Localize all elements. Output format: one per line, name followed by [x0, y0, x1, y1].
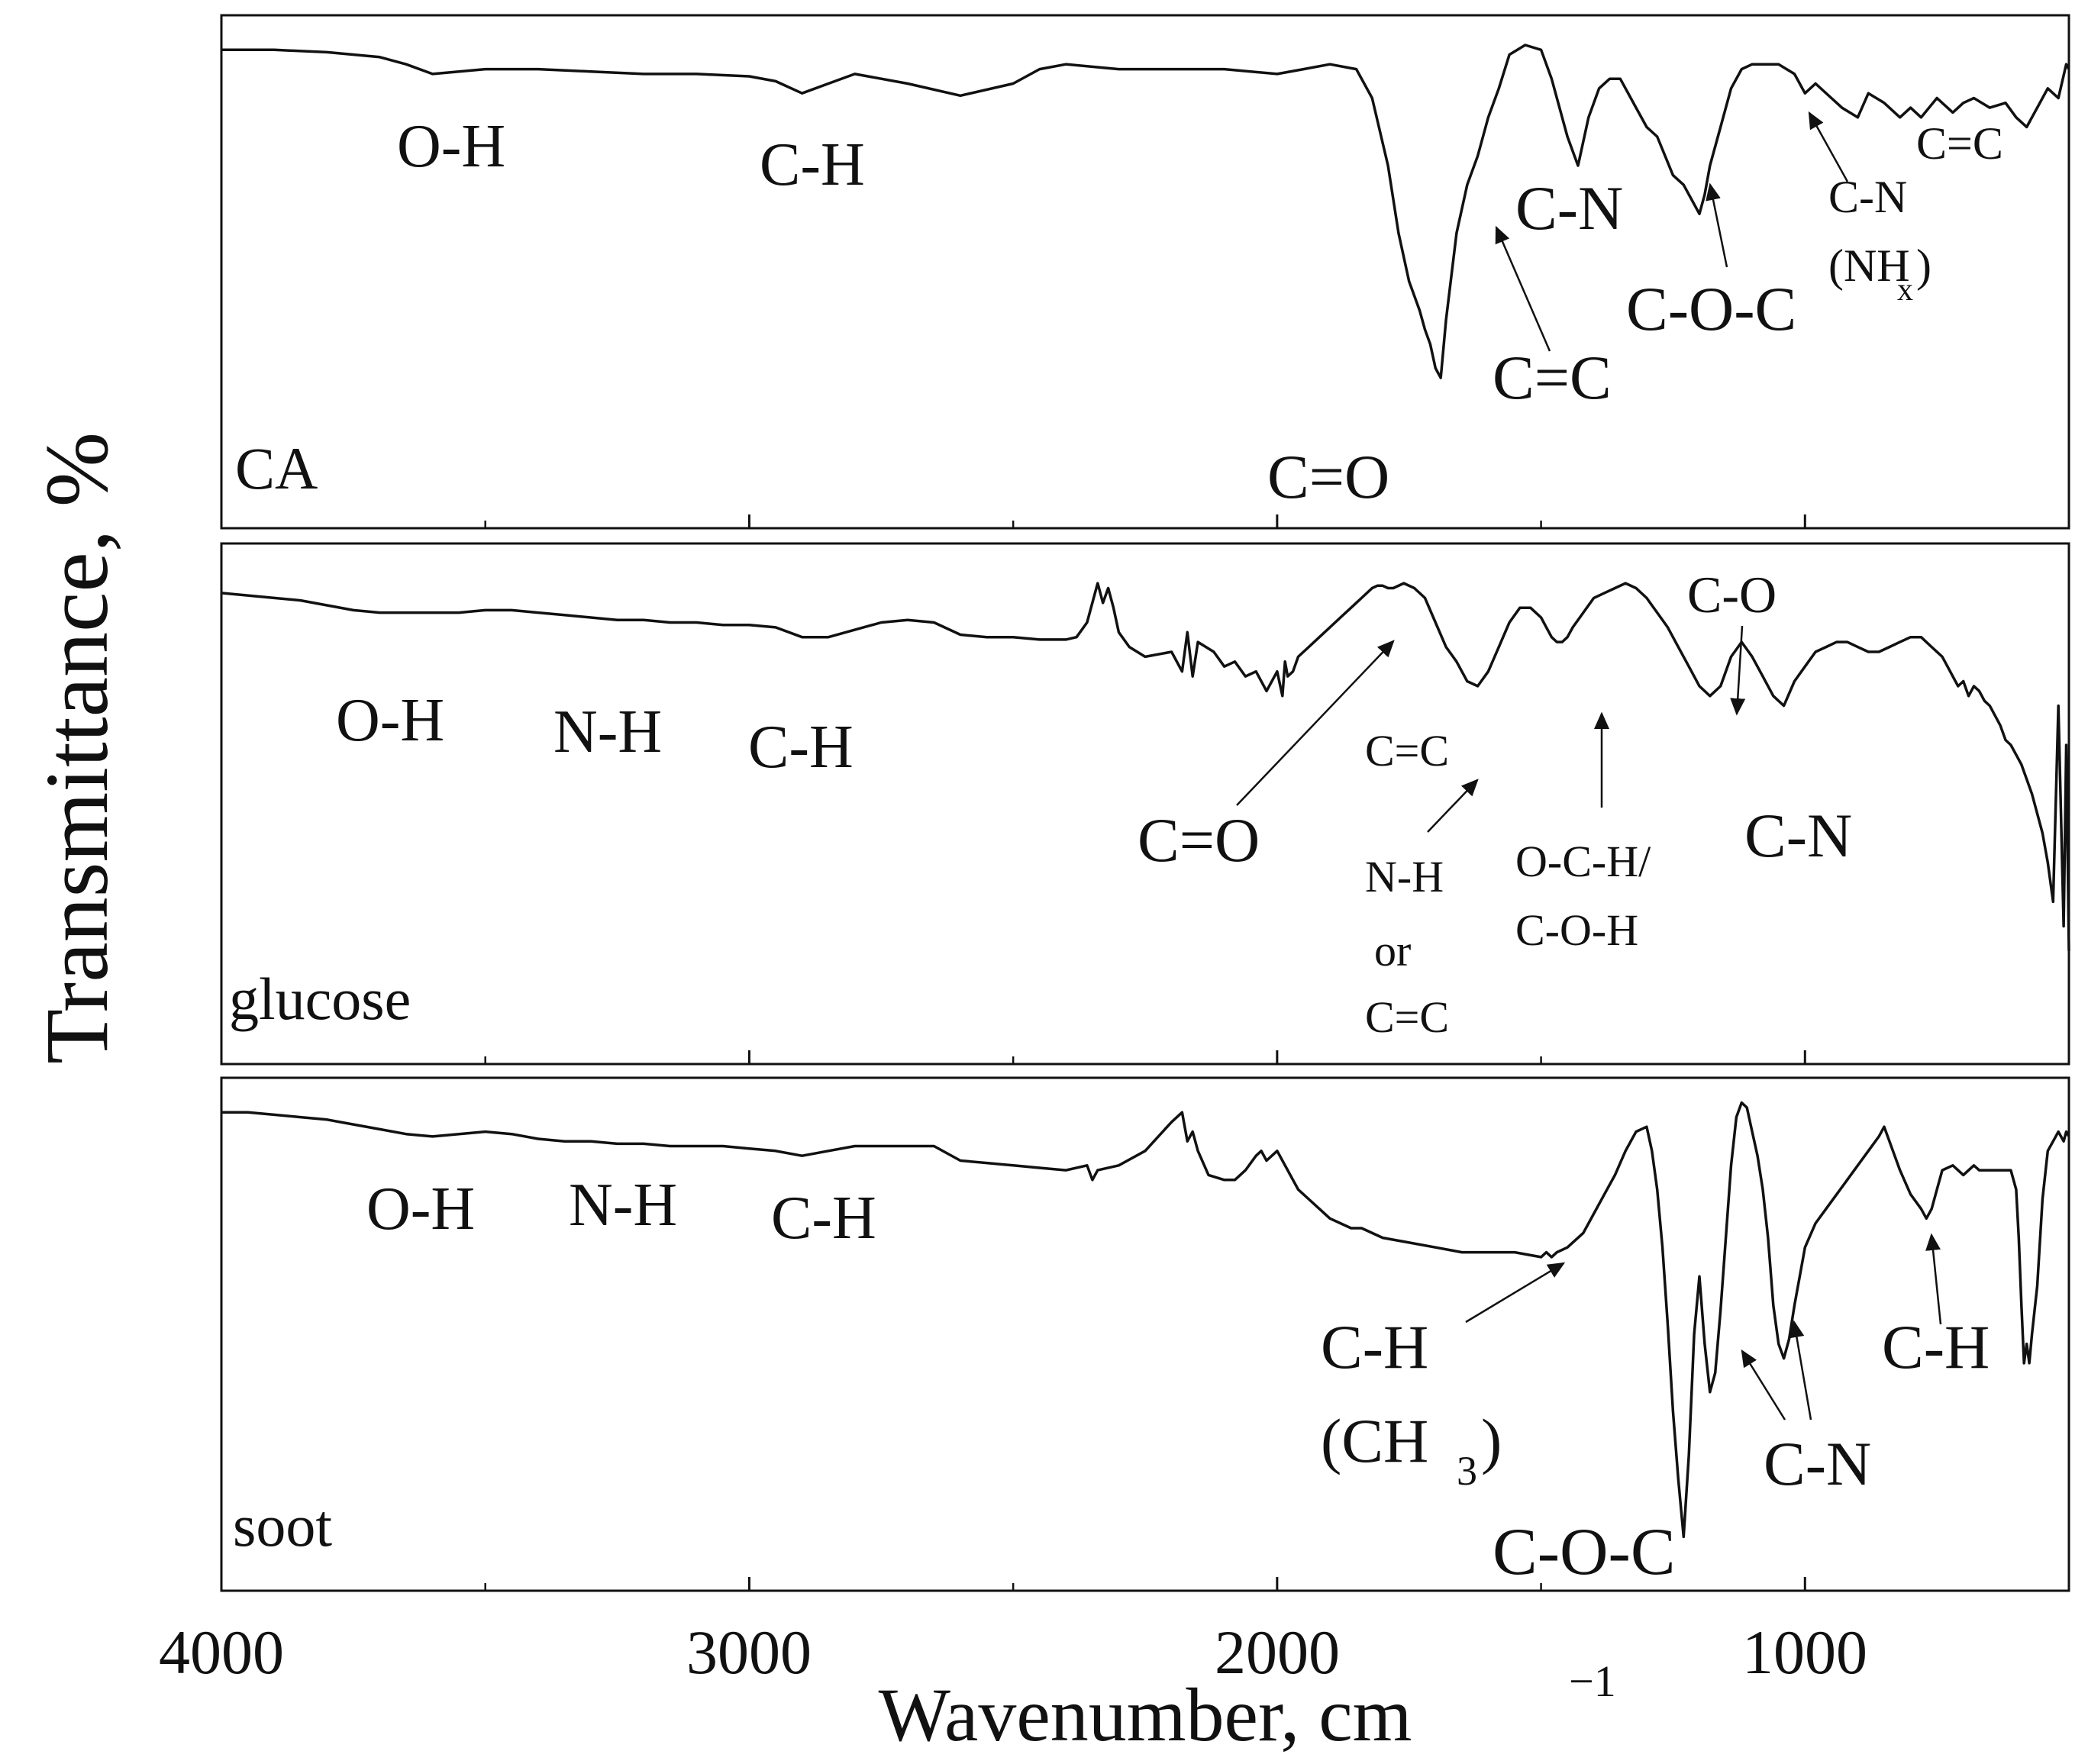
annotation-label: C-H	[760, 131, 865, 198]
annotations-soot: O-H N-H C-H C-H (CH 3 ) C-O-C C-N C-H	[366, 1172, 1990, 1589]
annotation-arrow	[1789, 1320, 1812, 1421]
annotation-label: O-H	[366, 1175, 475, 1243]
annotations-glucose: O-H N-H C-H C=O C=C N-H or C=C O-C-H/ C-…	[336, 566, 1852, 1042]
annotation-arrow	[1730, 625, 1746, 716]
annotation-label: O-H	[397, 113, 505, 180]
x-tick-label: 1000	[1742, 1617, 1867, 1687]
annotation-arrow	[1706, 182, 1728, 268]
annotation-label: )	[1481, 1406, 1502, 1475]
annotation-label: C=C	[1916, 118, 2003, 169]
x-axis-label: Wavenumber, cm	[879, 1672, 1412, 1757]
spectrum-line-soot	[221, 1101, 2070, 1539]
annotation-arrow	[1465, 1262, 1566, 1324]
annotation-label: C-H	[748, 714, 854, 781]
annotation-label: C-N	[1828, 172, 1907, 222]
x-tick-label: 4000	[159, 1617, 284, 1687]
panel-label-glucose: glucose	[229, 966, 411, 1032]
panel-frame-ca	[220, 14, 2070, 530]
annotation-label: O-C-H/	[1515, 837, 1651, 886]
panel-label-soot: soot	[233, 1492, 332, 1559]
annotation-subscript: 3	[1457, 1448, 1477, 1494]
annotation-label: N-H	[553, 698, 662, 766]
annotation-label: C-H	[1321, 1312, 1428, 1382]
panel-frame-glucose	[220, 542, 2070, 1066]
annotation-arrow	[1925, 1233, 1942, 1325]
annotation-label: C-N	[1744, 801, 1852, 870]
annotation-label: C-N	[1515, 173, 1623, 243]
annotation-subscript: x	[1897, 273, 1913, 308]
annotation-label: (CH	[1321, 1406, 1428, 1475]
annotation-label: N-H	[569, 1172, 677, 1239]
annotation-label: (NH	[1828, 240, 1910, 291]
annotation-label: C-O-C	[1493, 1515, 1676, 1589]
annotation-label: )	[1916, 240, 1931, 291]
spectrum-line-ca	[221, 44, 2070, 379]
annotation-label: or	[1374, 926, 1411, 976]
annotation-label: C=C	[1365, 726, 1449, 776]
x-axis-ticks	[220, 514, 2070, 1591]
annotation-label: C-H	[771, 1185, 876, 1252]
annotation-label: C=C	[1493, 343, 1612, 412]
annotation-label: C-O-C	[1626, 274, 1796, 343]
annotation-arrow	[1427, 779, 1479, 833]
annotation-label: N-H	[1365, 852, 1444, 901]
annotation-label: C-N	[1764, 1429, 1871, 1498]
annotation-label: O-H	[336, 687, 444, 754]
annotation-label: C=O	[1138, 805, 1260, 875]
annotation-arrow	[1495, 225, 1551, 352]
annotation-arrow	[1236, 640, 1395, 806]
y-axis-label: Transmittance, %	[27, 432, 127, 1064]
annotation-label: C=C	[1365, 992, 1449, 1042]
annotation-arrow	[1808, 111, 1849, 182]
panel-label-ca: CA	[235, 435, 318, 501]
x-axis-label-superscript: −1	[1569, 1656, 1616, 1706]
annotation-arrow	[1741, 1349, 1786, 1421]
annotation-label: C=O	[1267, 442, 1389, 511]
annotation-label: C-O	[1687, 566, 1777, 624]
spectrum-line-glucose	[221, 582, 2070, 951]
x-tick-label: 3000	[686, 1617, 812, 1687]
annotations-ca: O-H C-H C=O C=C C-N C-O-C C-N (NH x ) C=…	[397, 111, 2003, 511]
annotation-label: C-H	[1882, 1312, 1990, 1382]
panel-frame-soot	[220, 1076, 2070, 1592]
annotation-label: C-O-H	[1515, 905, 1638, 955]
x-tick-label: 2000	[1215, 1617, 1340, 1687]
